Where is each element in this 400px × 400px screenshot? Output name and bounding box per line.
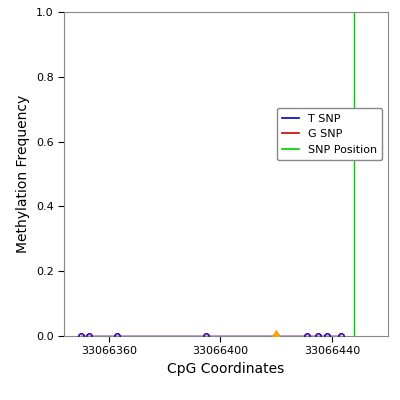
Legend: T SNP, G SNP, SNP Position: T SNP, G SNP, SNP Position (277, 108, 382, 160)
X-axis label: CpG Coordinates: CpG Coordinates (167, 362, 285, 376)
Y-axis label: Methylation Frequency: Methylation Frequency (16, 95, 30, 253)
